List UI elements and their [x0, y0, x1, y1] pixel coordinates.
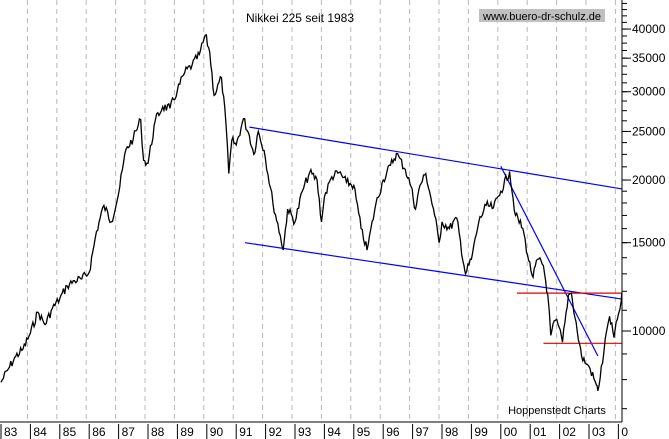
y-tick-label: 15000: [632, 236, 666, 250]
y-tick-label: 40000: [632, 22, 666, 36]
x-tick-label: 86: [92, 425, 106, 439]
x-tick-label: 01: [533, 425, 547, 439]
x-tick-label: 00: [504, 425, 518, 439]
y-tick-label: 20000: [632, 173, 666, 187]
chart-title: Nikkei 225 seit 1983: [246, 11, 354, 25]
trend-line: [500, 166, 599, 357]
x-tick-label: 91: [239, 425, 253, 439]
watermark: www.buero-dr-schulz.de: [482, 11, 601, 23]
x-tick-label: 02: [563, 425, 577, 439]
x-tick-label: 95: [357, 425, 371, 439]
y-tick-label: 35000: [632, 51, 666, 65]
grid: [26, 0, 616, 422]
x-tick-label: 84: [33, 425, 47, 439]
trend-line: [249, 126, 623, 190]
y-tick-label: 25000: [632, 124, 666, 138]
y-tick-label: 10000: [632, 324, 666, 338]
x-tick-label: 87: [122, 425, 136, 439]
x-tick-label: 93: [298, 425, 312, 439]
x-tick-label: 88: [151, 425, 165, 439]
x-tick-label: 03: [592, 425, 606, 439]
trend-line: [244, 242, 623, 300]
x-tick-label: 94: [327, 425, 341, 439]
trendlines: [244, 126, 623, 357]
price-line: [0, 34, 623, 391]
x-tick-label: 89: [180, 425, 194, 439]
x-tick-label: 92: [269, 425, 283, 439]
watermark-background: [479, 9, 605, 22]
x-tick-label: 99: [474, 425, 488, 439]
y-tick-label: 30000: [632, 85, 666, 99]
x-tick-label: 0: [621, 425, 628, 439]
x-tick-label: 90: [210, 425, 224, 439]
x-tick-label: 83: [4, 425, 18, 439]
x-tick-label: 96: [386, 425, 400, 439]
credit-label: Hoppenstedt Charts: [508, 405, 606, 417]
x-tick-label: 85: [63, 425, 77, 439]
x-tick-label: 98: [445, 425, 459, 439]
x-tick-label: 97: [416, 425, 430, 439]
